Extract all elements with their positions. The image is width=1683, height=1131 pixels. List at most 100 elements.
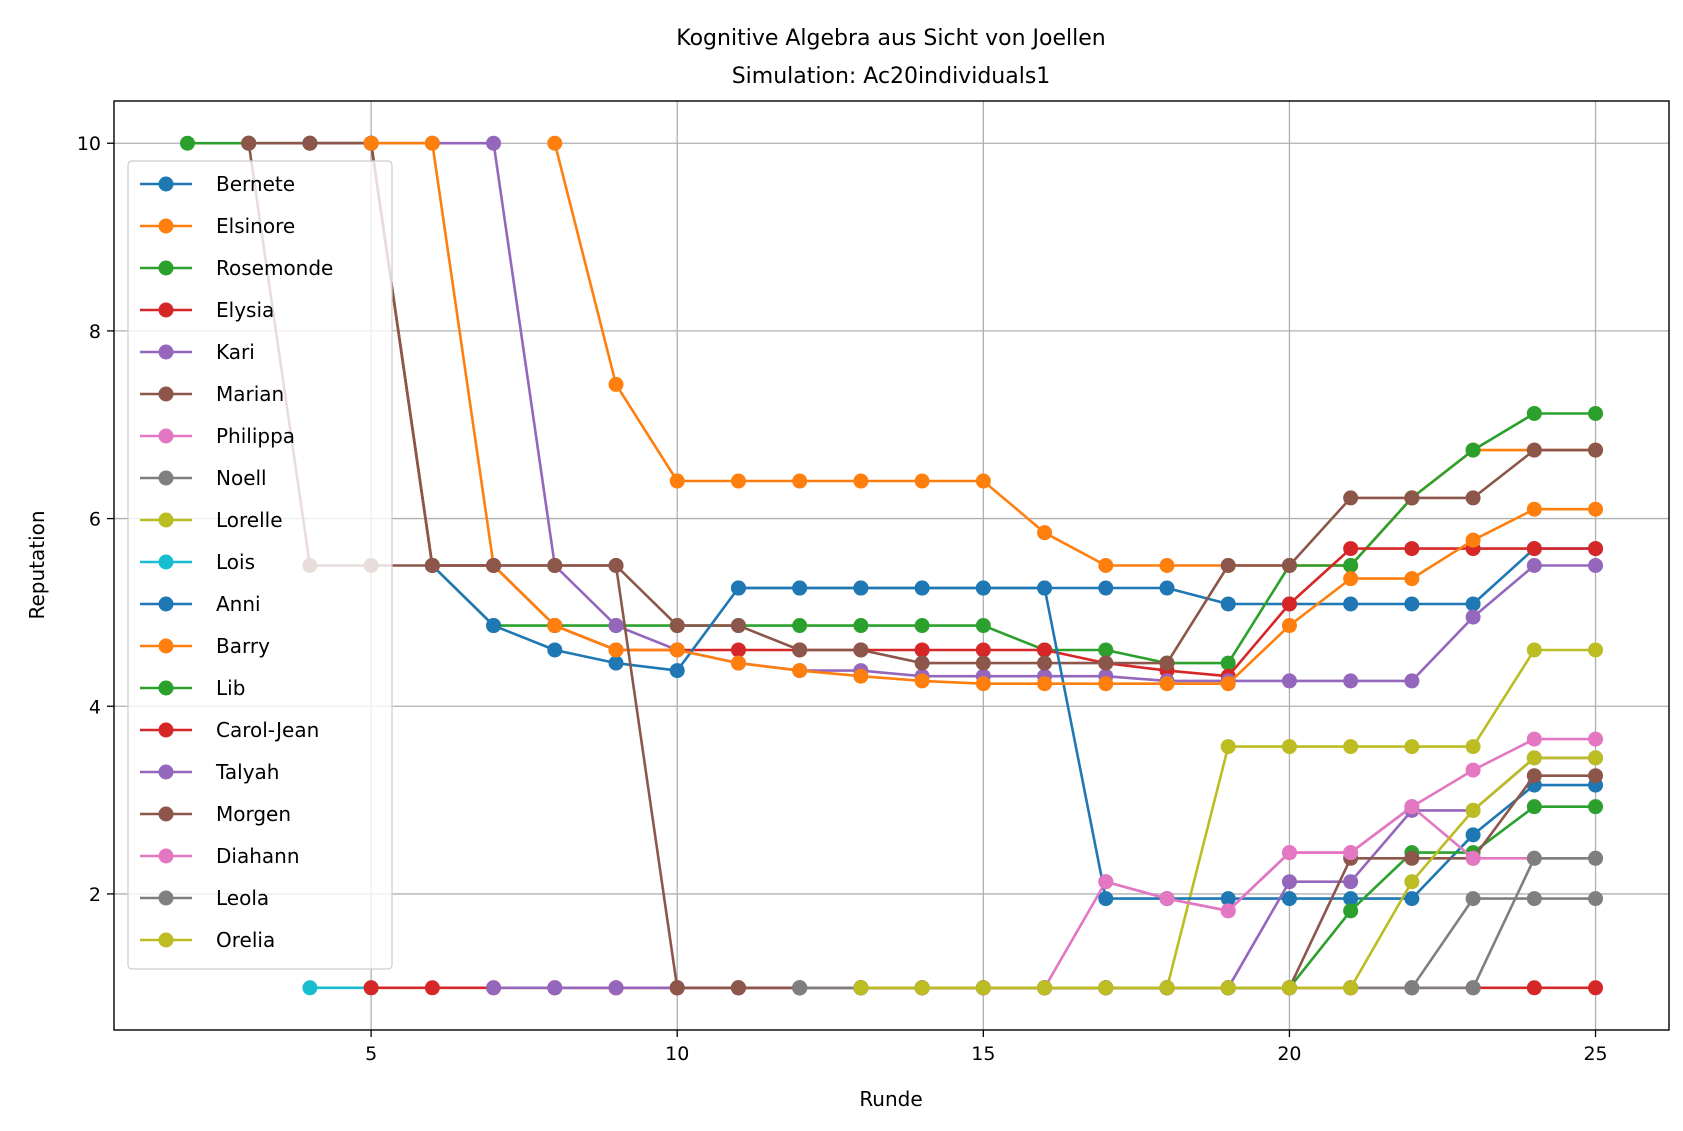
data-point: [1220, 891, 1236, 907]
data-point: [1404, 571, 1420, 587]
legend-swatch-marker: [158, 386, 174, 402]
data-point: [1159, 655, 1175, 671]
legend-entry: Talyah: [140, 760, 280, 784]
data-point: [975, 473, 991, 489]
legend-swatch-marker: [158, 638, 174, 654]
data-point: [1343, 874, 1359, 890]
legend-entry: Lib: [140, 676, 245, 700]
legend-swatch-marker: [158, 722, 174, 738]
data-point: [792, 618, 808, 634]
data-point: [730, 655, 746, 671]
data-point: [669, 473, 685, 489]
data-point: [608, 655, 624, 671]
legend-label: Talyah: [215, 760, 280, 784]
data-point: [547, 980, 563, 996]
data-point: [1526, 768, 1542, 784]
data-point: [486, 135, 502, 151]
legend: Bernete Elsinore Rosemonde Elysia Kari Marian…: [127, 160, 393, 970]
data-point: [1404, 596, 1420, 612]
data-point: [1220, 903, 1236, 919]
legend-entry: Anni: [140, 592, 261, 616]
legend-entry: Elysia: [140, 298, 274, 322]
legend-entry: Diahann: [140, 844, 300, 868]
data-point: [1098, 642, 1114, 658]
y-tick-label: 6: [89, 509, 101, 531]
data-point: [1343, 571, 1359, 587]
series-lib: [1037, 799, 1604, 996]
data-point: [1098, 558, 1114, 573]
data-point: [1588, 642, 1604, 658]
data-point: [363, 135, 379, 151]
legend-label: Philippa: [216, 424, 295, 448]
data-point: [1404, 541, 1420, 557]
data-point: [730, 618, 746, 634]
data-point: [792, 473, 808, 489]
series-orelia: [853, 750, 1604, 996]
data-point: [669, 642, 685, 658]
data-point: [1220, 596, 1236, 612]
data-point: [1037, 525, 1053, 541]
data-point: [1588, 731, 1604, 747]
y-tick-label: 10: [77, 133, 101, 155]
data-point: [853, 668, 869, 684]
data-point: [853, 580, 869, 596]
series-line: [677, 897, 1596, 990]
legend-swatch-marker: [158, 848, 174, 864]
data-point: [486, 980, 502, 996]
data-point: [1526, 799, 1542, 815]
data-point: [241, 135, 257, 151]
data-point: [1220, 980, 1236, 996]
data-point: [1465, 980, 1481, 996]
data-point: [1098, 980, 1114, 996]
data-point: [1588, 768, 1604, 784]
legend-entry: Elsinore: [140, 214, 295, 238]
data-point: [547, 642, 563, 658]
data-point: [1159, 891, 1175, 907]
data-point: [792, 980, 808, 996]
data-point: [1465, 762, 1481, 778]
legend-entry: Noell: [140, 466, 267, 490]
data-point: [424, 558, 440, 573]
legend-swatch-marker: [158, 176, 174, 192]
data-point: [486, 618, 502, 634]
data-point: [730, 473, 746, 489]
y-tick-label: 8: [89, 321, 101, 343]
data-point: [1465, 532, 1481, 548]
data-point: [1465, 490, 1481, 506]
y-tick-label: 2: [89, 884, 101, 906]
data-point: [363, 980, 379, 996]
data-point: [730, 980, 746, 996]
legend-label: Lib: [216, 676, 245, 700]
data-point: [853, 642, 869, 658]
x-tick-label: 15: [971, 1043, 995, 1065]
legend-entry: Bernete: [140, 172, 295, 196]
series-barry: [363, 135, 1604, 692]
data-point: [486, 558, 502, 573]
series-line: [799, 856, 1596, 990]
series-line: [1044, 805, 1596, 990]
legend-swatch-marker: [158, 596, 174, 612]
data-point: [1526, 750, 1542, 766]
data-point: [1159, 676, 1175, 692]
data-point: [1404, 891, 1420, 907]
chart-title: Kognitive Algebra aus Sicht von Joellen: [676, 26, 1105, 51]
data-point: [1220, 739, 1236, 755]
data-point: [1037, 580, 1053, 596]
data-point: [1526, 850, 1542, 866]
data-point: [853, 473, 869, 489]
data-point: [1404, 490, 1420, 506]
data-point: [1098, 655, 1114, 671]
x-tick-label: 10: [665, 1043, 689, 1065]
legend-label: Anni: [216, 592, 261, 616]
legend-swatch-marker: [158, 554, 174, 570]
legend-swatch-marker: [158, 428, 174, 444]
data-point: [1588, 750, 1604, 766]
legend-entry: Kari: [140, 340, 255, 364]
data-point: [975, 642, 991, 658]
legend-label: Morgen: [216, 802, 291, 826]
legend-label: Kari: [216, 340, 255, 364]
data-point: [1281, 980, 1297, 996]
series-lines: [179, 135, 1604, 996]
data-point: [1098, 891, 1114, 907]
